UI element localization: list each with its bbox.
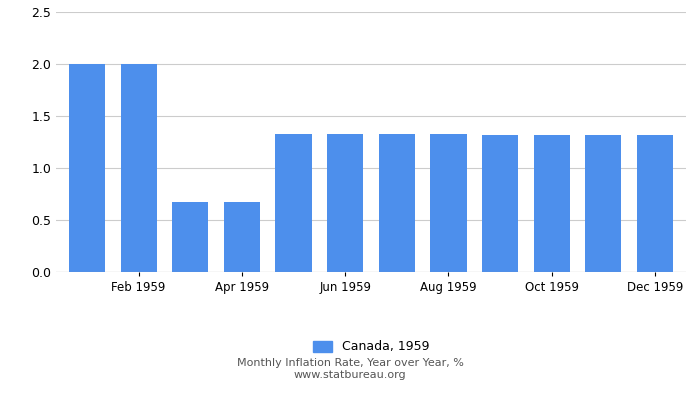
Bar [533, 135, 570, 272]
Bar [224, 202, 260, 272]
Bar [379, 134, 415, 272]
Bar [585, 135, 622, 272]
Bar [327, 134, 363, 272]
Legend: Canada, 1959: Canada, 1959 [308, 336, 434, 358]
Bar [172, 202, 209, 272]
Bar [120, 64, 157, 272]
Bar [637, 135, 673, 272]
Bar [276, 134, 312, 272]
Bar [430, 134, 466, 272]
Text: Monthly Inflation Rate, Year over Year, %: Monthly Inflation Rate, Year over Year, … [237, 358, 463, 368]
Bar [69, 64, 105, 272]
Text: www.statbureau.org: www.statbureau.org [294, 370, 406, 380]
Bar [482, 135, 518, 272]
